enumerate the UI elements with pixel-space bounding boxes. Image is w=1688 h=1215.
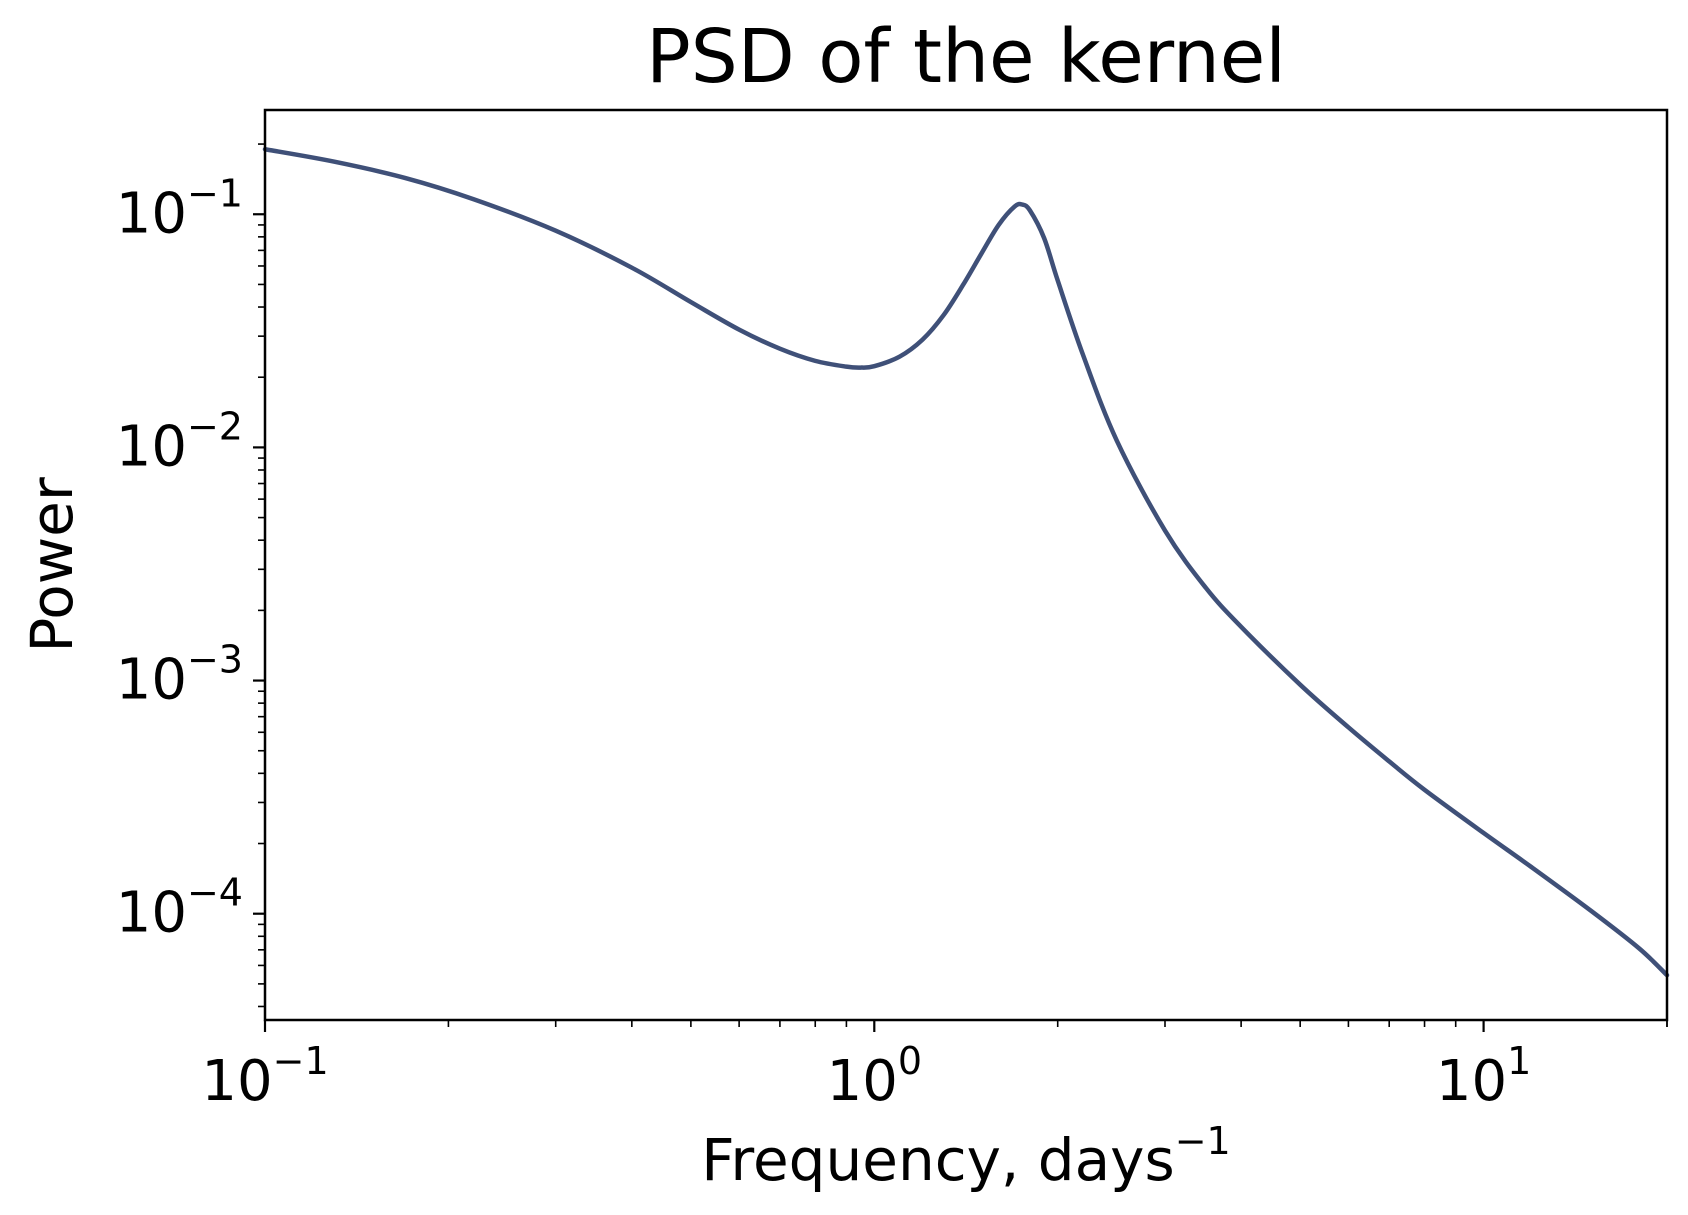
y-tick-exponent: −1	[187, 171, 243, 215]
chart-title: PSD of the kernel	[646, 14, 1286, 100]
y-tick-base: 10	[116, 881, 187, 946]
plot-frame	[263, 108, 1669, 1022]
y-tick-base: 10	[116, 414, 187, 479]
x-axis-label-text: Frequency, days	[701, 1126, 1174, 1194]
x-tick-exponent: −1	[273, 1039, 329, 1083]
y-tick-exponent: −3	[187, 638, 243, 682]
x-tick-label: 100	[827, 1039, 922, 1114]
y-tick-base: 10	[116, 181, 187, 246]
x-tick-label: 10−1	[201, 1039, 328, 1114]
y-tick-exponent: −4	[187, 871, 243, 915]
y-tick-label: 10−4	[116, 871, 243, 946]
x-tick-base: 10	[827, 1049, 898, 1114]
x-tick-base: 10	[201, 1049, 272, 1114]
x-axis-label-exponent: −1	[1175, 1119, 1231, 1163]
plot-area	[262, 108, 1670, 1022]
x-tick-exponent: 1	[1507, 1039, 1531, 1083]
x-tick-exponent: 0	[898, 1039, 922, 1083]
series-line	[262, 147, 1670, 978]
y-tick-label: 10−1	[116, 171, 243, 246]
y-tick-base: 10	[116, 648, 187, 713]
y-tick-label: 10−3	[116, 638, 243, 713]
x-axis-label: Frequency, days−1	[701, 1119, 1230, 1194]
y-tick-label: 10−2	[116, 404, 243, 479]
x-tick-label: 101	[1436, 1039, 1531, 1114]
y-axis-label: Power	[18, 477, 86, 653]
axis-ticks	[253, 143, 1668, 1032]
y-tick-exponent: −2	[187, 404, 243, 448]
x-tick-base: 10	[1436, 1049, 1507, 1114]
